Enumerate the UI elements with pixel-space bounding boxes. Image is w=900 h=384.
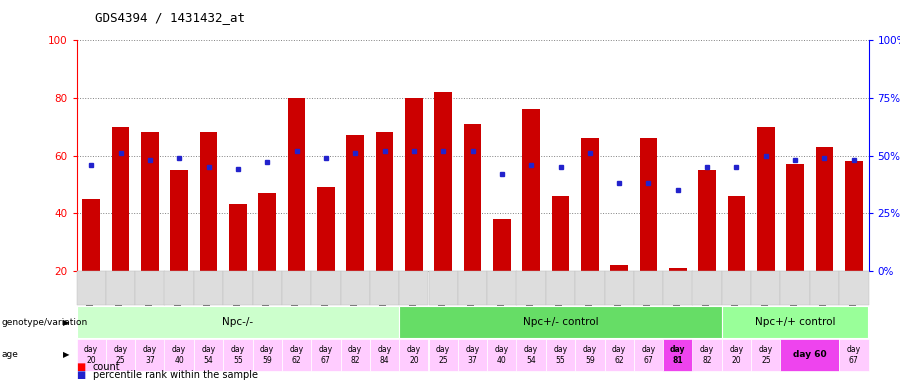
Text: day 60: day 60 <box>793 350 826 359</box>
Text: day
20: day 20 <box>729 345 743 364</box>
Bar <box>815 147 833 271</box>
Bar <box>317 187 335 271</box>
Bar <box>669 268 687 271</box>
Bar <box>464 124 482 271</box>
Text: age: age <box>2 350 19 359</box>
Text: day
67: day 67 <box>319 345 333 364</box>
Text: day
59: day 59 <box>260 345 274 364</box>
Bar <box>258 193 276 271</box>
Bar <box>728 196 745 271</box>
Text: day
37: day 37 <box>143 345 157 364</box>
Bar <box>610 265 628 271</box>
Bar <box>83 199 100 271</box>
Bar <box>288 98 305 271</box>
Bar <box>375 132 393 271</box>
Bar <box>405 98 423 271</box>
Text: ■: ■ <box>76 362 86 372</box>
Text: day
67: day 67 <box>847 345 861 364</box>
Bar <box>229 204 247 271</box>
Text: day
55: day 55 <box>230 345 245 364</box>
Bar <box>845 161 862 271</box>
Bar <box>435 92 452 271</box>
Text: day
20: day 20 <box>407 345 421 364</box>
Text: ▶: ▶ <box>63 350 69 359</box>
Bar <box>170 170 188 271</box>
Text: day
82: day 82 <box>700 345 715 364</box>
Bar <box>200 132 217 271</box>
Text: Npc+/+ control: Npc+/+ control <box>755 317 835 327</box>
Text: count: count <box>93 362 121 372</box>
Bar <box>757 127 775 271</box>
Text: Npc+/- control: Npc+/- control <box>523 317 598 327</box>
Text: day
25: day 25 <box>113 345 128 364</box>
Bar <box>112 127 130 271</box>
Bar <box>552 196 570 271</box>
Text: day
54: day 54 <box>202 345 216 364</box>
Text: day
84: day 84 <box>377 345 392 364</box>
Text: ■: ■ <box>76 370 86 380</box>
Text: genotype/variation: genotype/variation <box>2 318 88 327</box>
Text: day
81: day 81 <box>670 345 686 364</box>
Text: day
40: day 40 <box>172 345 186 364</box>
Bar <box>522 109 540 271</box>
Bar <box>493 219 510 271</box>
Text: day
25: day 25 <box>759 345 773 364</box>
Text: GDS4394 / 1431432_at: GDS4394 / 1431432_at <box>94 12 245 25</box>
Text: day
20: day 20 <box>84 345 98 364</box>
Bar <box>640 138 657 271</box>
Text: day
54: day 54 <box>524 345 538 364</box>
Bar <box>346 136 364 271</box>
Text: day
62: day 62 <box>612 345 626 364</box>
Text: day
55: day 55 <box>554 345 568 364</box>
Text: Npc-/-: Npc-/- <box>222 317 254 327</box>
Text: percentile rank within the sample: percentile rank within the sample <box>93 370 257 380</box>
Text: day
59: day 59 <box>583 345 597 364</box>
Text: ▶: ▶ <box>63 318 69 327</box>
Text: day
40: day 40 <box>495 345 508 364</box>
Text: day
82: day 82 <box>348 345 362 364</box>
Text: day
62: day 62 <box>290 345 303 364</box>
Text: day
37: day 37 <box>465 345 480 364</box>
Bar <box>141 132 158 271</box>
Bar <box>581 138 598 271</box>
Text: day
25: day 25 <box>436 345 450 364</box>
Text: day
67: day 67 <box>642 345 655 364</box>
Bar <box>698 170 716 271</box>
Bar <box>787 164 804 271</box>
